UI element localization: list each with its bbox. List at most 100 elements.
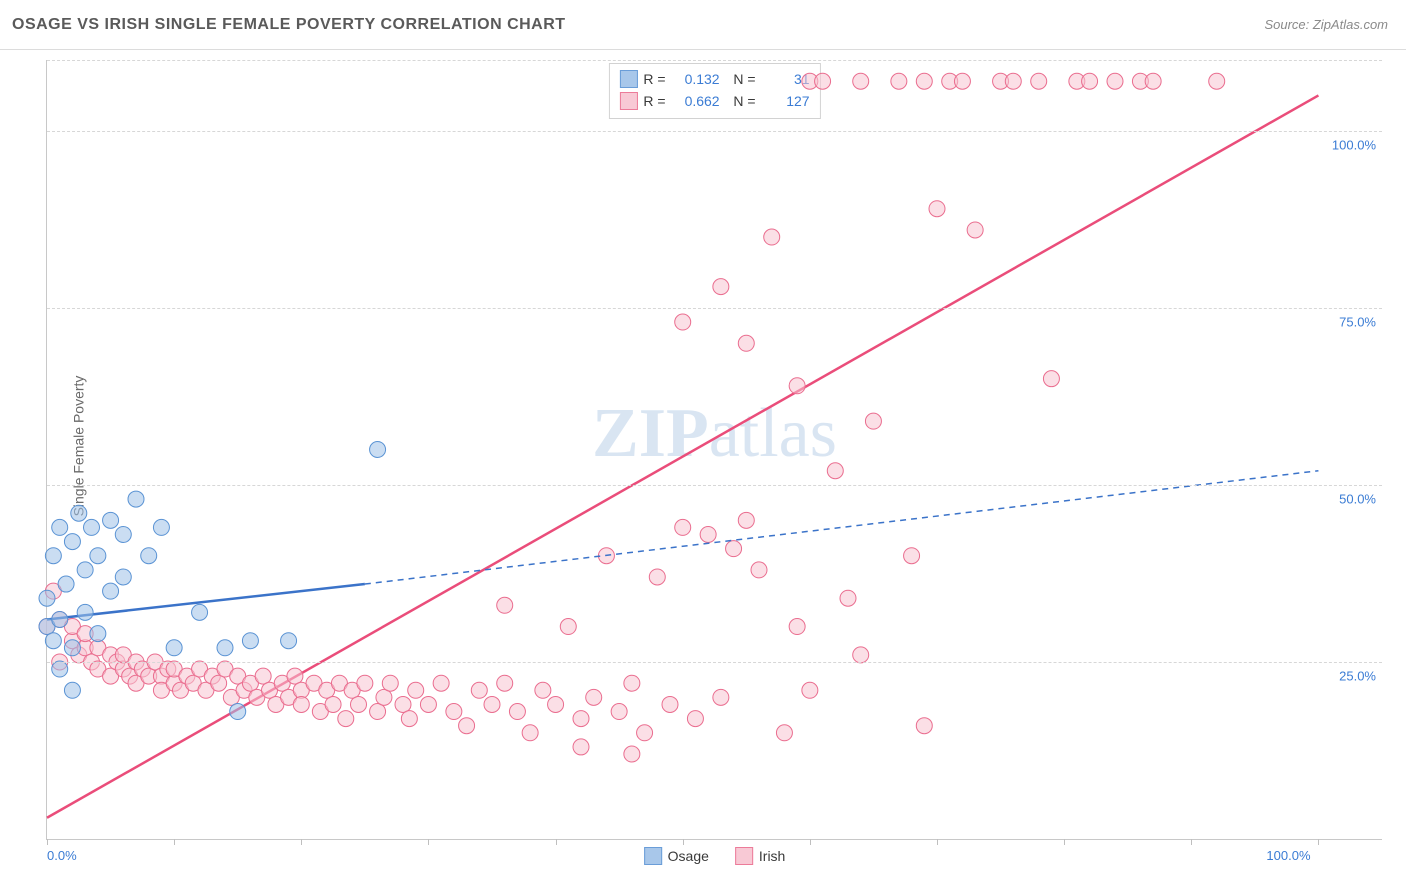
plot-area: ZIPatlas R = 0.132 N = 31 R = 0.662 N = … bbox=[46, 60, 1382, 840]
osage-point bbox=[153, 519, 169, 535]
osage-point bbox=[84, 519, 100, 535]
chart-container: OSAGE VS IRISH SINGLE FEMALE POVERTY COR… bbox=[0, 0, 1406, 892]
x-tick bbox=[937, 839, 938, 845]
irish-point bbox=[586, 689, 602, 705]
osage-trend-extrapolated bbox=[365, 471, 1319, 584]
chart-title: OSAGE VS IRISH SINGLE FEMALE POVERTY COR… bbox=[12, 16, 566, 34]
legend-item-irish: Irish bbox=[735, 847, 785, 865]
irish-point bbox=[408, 682, 424, 698]
osage-point bbox=[103, 512, 119, 528]
irish-point bbox=[255, 668, 271, 684]
irish-point bbox=[675, 519, 691, 535]
osage-point bbox=[242, 633, 258, 649]
irish-point bbox=[840, 590, 856, 606]
irish-point bbox=[560, 619, 576, 635]
irish-point bbox=[637, 725, 653, 741]
irish-point bbox=[1031, 73, 1047, 89]
osage-point bbox=[217, 640, 233, 656]
irish-point bbox=[287, 668, 303, 684]
irish-point bbox=[789, 378, 805, 394]
irish-point bbox=[1145, 73, 1161, 89]
irish-point bbox=[497, 597, 513, 613]
irish-point bbox=[929, 201, 945, 217]
x-tick bbox=[810, 839, 811, 845]
irish-point bbox=[573, 711, 589, 727]
irish-point bbox=[382, 675, 398, 691]
source-label: Source: ZipAtlas.com bbox=[1264, 17, 1388, 32]
irish-point bbox=[1082, 73, 1098, 89]
y-tick-label: 50.0% bbox=[1339, 491, 1376, 506]
osage-point bbox=[64, 682, 80, 698]
osage-point bbox=[64, 640, 80, 656]
gridline bbox=[47, 662, 1382, 663]
x-tick bbox=[683, 839, 684, 845]
irish-point bbox=[713, 279, 729, 295]
osage-point bbox=[370, 442, 386, 458]
irish-point bbox=[891, 73, 907, 89]
irish-point bbox=[853, 73, 869, 89]
legend-label-irish: Irish bbox=[759, 848, 785, 864]
osage-point bbox=[71, 505, 87, 521]
irish-point bbox=[738, 512, 754, 528]
irish-point bbox=[497, 675, 513, 691]
y-tick-label: 25.0% bbox=[1339, 668, 1376, 683]
x-tick bbox=[428, 839, 429, 845]
osage-point bbox=[103, 583, 119, 599]
osage-point bbox=[166, 640, 182, 656]
x-tick bbox=[47, 839, 48, 845]
irish-point bbox=[509, 704, 525, 720]
irish-point bbox=[624, 675, 640, 691]
x-tick bbox=[556, 839, 557, 845]
y-tick-label: 75.0% bbox=[1339, 314, 1376, 329]
irish-point bbox=[325, 696, 341, 712]
irish-point bbox=[446, 704, 462, 720]
irish-point bbox=[776, 725, 792, 741]
irish-point bbox=[484, 696, 500, 712]
osage-point bbox=[77, 604, 93, 620]
irish-point bbox=[649, 569, 665, 585]
osage-point bbox=[52, 519, 68, 535]
irish-point bbox=[675, 314, 691, 330]
irish-point bbox=[471, 682, 487, 698]
irish-point bbox=[865, 413, 881, 429]
irish-point bbox=[573, 739, 589, 755]
irish-point bbox=[726, 541, 742, 557]
irish-point bbox=[916, 73, 932, 89]
irish-point bbox=[459, 718, 475, 734]
osage-point bbox=[230, 704, 246, 720]
gridline bbox=[47, 308, 1382, 309]
irish-point bbox=[1107, 73, 1123, 89]
osage-point bbox=[90, 626, 106, 642]
irish-point bbox=[433, 675, 449, 691]
osage-point bbox=[115, 526, 131, 542]
x-tick bbox=[301, 839, 302, 845]
osage-point bbox=[141, 548, 157, 564]
irish-point bbox=[916, 718, 932, 734]
irish-point bbox=[338, 711, 354, 727]
irish-point bbox=[376, 689, 392, 705]
header: OSAGE VS IRISH SINGLE FEMALE POVERTY COR… bbox=[0, 0, 1406, 50]
irish-point bbox=[815, 73, 831, 89]
svg-layer bbox=[47, 60, 1382, 839]
irish-point bbox=[370, 704, 386, 720]
irish-point bbox=[1043, 371, 1059, 387]
irish-point bbox=[293, 696, 309, 712]
irish-point bbox=[967, 222, 983, 238]
osage-point bbox=[58, 576, 74, 592]
gridline bbox=[47, 131, 1382, 132]
irish-point bbox=[662, 696, 678, 712]
irish-point bbox=[357, 675, 373, 691]
osage-point bbox=[77, 562, 93, 578]
irish-point bbox=[420, 696, 436, 712]
osage-point bbox=[64, 534, 80, 550]
legend-item-osage: Osage bbox=[644, 847, 709, 865]
irish-point bbox=[738, 335, 754, 351]
osage-point bbox=[128, 491, 144, 507]
irish-point bbox=[1209, 73, 1225, 89]
irish-point bbox=[351, 696, 367, 712]
irish-point bbox=[548, 696, 564, 712]
irish-point bbox=[802, 682, 818, 698]
x-tick-label: 0.0% bbox=[47, 848, 77, 863]
irish-point bbox=[764, 229, 780, 245]
x-tick bbox=[174, 839, 175, 845]
